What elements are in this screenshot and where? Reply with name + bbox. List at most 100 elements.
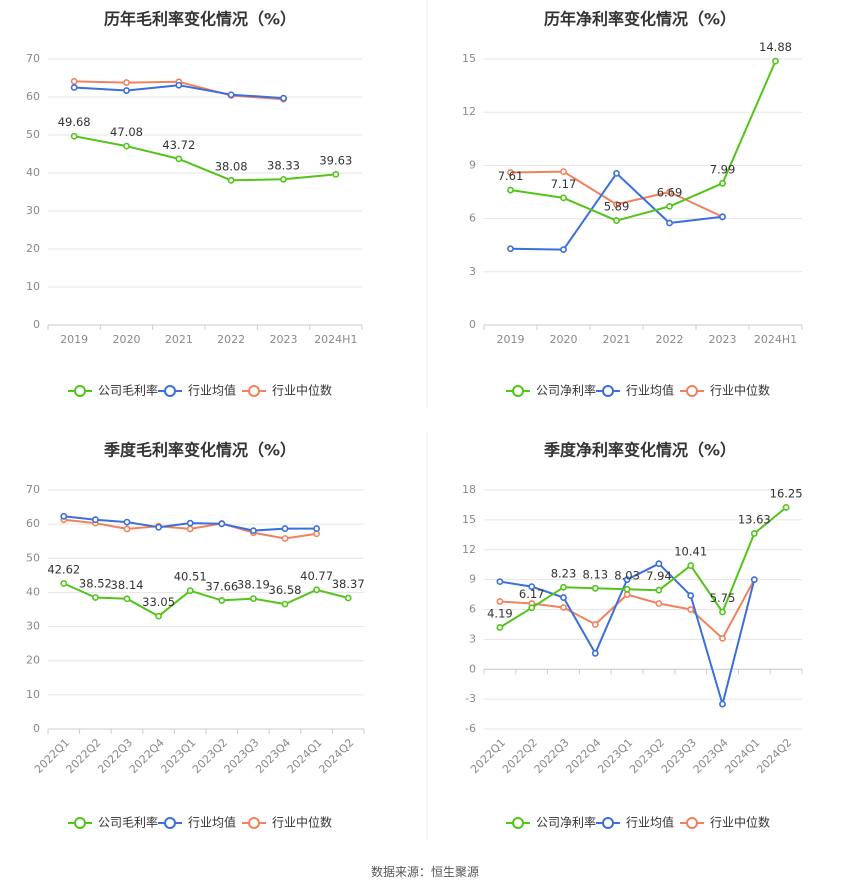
legend-marker-icon (248, 817, 260, 829)
data-point (60, 512, 68, 520)
y-tick-label: 50 (26, 128, 40, 141)
data-point (623, 576, 631, 584)
legend-item-industry_mean[interactable]: 行业均值 (596, 383, 674, 398)
data-point (719, 213, 726, 221)
chart-legend: 公司毛利率 行业均值 行业中位数 (68, 815, 332, 830)
data-label: 7.99 (710, 162, 736, 176)
x-tick-label: 2019 (60, 333, 88, 346)
x-tick-label: 2023 (709, 333, 737, 346)
legend-item-company[interactable]: 公司毛利率 (68, 383, 158, 398)
legend-label: 公司毛利率 (98, 383, 158, 398)
legend-marker-icon (74, 385, 86, 397)
data-point (313, 525, 320, 532)
data-point (591, 621, 599, 628)
data-point (623, 591, 631, 598)
y-tick-label: 20 (26, 654, 40, 667)
data-point (227, 91, 235, 99)
legend-marker-icon (164, 817, 176, 829)
y-tick-label: 9 (469, 158, 476, 171)
data-point (591, 584, 599, 592)
data-point (313, 586, 320, 594)
data-label: 43.72 (162, 138, 195, 152)
data-point (123, 518, 131, 526)
y-tick-label: 20 (26, 242, 40, 255)
x-tick-label: 2024Q2 (316, 736, 356, 776)
data-label: 37.66 (205, 579, 238, 593)
chart-legend: 公司毛利率 行业均值 行业中位数 (68, 383, 332, 398)
data-label: 47.08 (110, 125, 143, 139)
legend-item-industry_mean[interactable]: 行业均值 (158, 383, 236, 398)
data-label: 7.17 (551, 177, 577, 191)
data-point (92, 516, 99, 524)
data-point (687, 606, 695, 613)
data-label: 7.94 (646, 569, 672, 583)
data-label: 4.19 (487, 607, 513, 621)
y-tick-label: 10 (26, 280, 40, 293)
legend-label: 行业均值 (188, 383, 236, 398)
x-tick-label: 2022 (217, 333, 245, 346)
legend-item-company[interactable]: 公司净利率 (506, 815, 596, 830)
legend-item-industry_median[interactable]: 行业中位数 (680, 815, 770, 830)
legend-label: 行业中位数 (710, 383, 770, 398)
x-tick-label: 2022 (656, 333, 684, 346)
legend-item-industry_mean[interactable]: 行业均值 (158, 815, 236, 830)
data-point (281, 600, 289, 608)
data-point (155, 612, 162, 620)
legend-label: 公司毛利率 (98, 815, 158, 830)
series-line (74, 135, 336, 182)
legend-item-industry_median[interactable]: 行业中位数 (680, 383, 770, 398)
data-point (186, 587, 194, 595)
y-tick-label: 40 (26, 166, 40, 179)
data-point (560, 604, 567, 611)
data-point (560, 583, 567, 591)
data-point (186, 519, 194, 527)
data-label: 38.33 (267, 158, 300, 172)
x-tick-label: 2023 (270, 333, 298, 346)
y-tick-label: 50 (26, 551, 40, 564)
data-point (666, 188, 673, 196)
data-point (560, 246, 567, 254)
legend-marker-icon (512, 817, 524, 829)
data-point (560, 594, 567, 601)
legend-item-industry_median[interactable]: 行业中位数 (242, 815, 332, 830)
data-point (249, 595, 257, 603)
data-label: 38.19 (237, 578, 270, 592)
data-label: 5.89 (604, 200, 630, 214)
data-point (655, 586, 663, 594)
legend-item-company[interactable]: 公司净利率 (506, 383, 596, 398)
legend-label: 公司净利率 (536, 383, 596, 398)
data-point (507, 186, 514, 194)
chart-panel-quarterly_gross: 季度毛利率变化情况（%）0102030405060702022Q12022Q22… (26, 441, 365, 830)
y-tick-label: 70 (26, 52, 40, 65)
legend-item-industry_mean[interactable]: 行业均值 (596, 815, 674, 830)
data-point (560, 168, 567, 176)
x-tick-label: 2024Q2 (754, 736, 794, 776)
data-point (281, 525, 289, 532)
data-label: 38.08 (215, 159, 248, 173)
data-point (591, 649, 599, 657)
data-point (280, 175, 287, 183)
data-point (666, 219, 673, 227)
legend-marker-icon (164, 385, 176, 397)
chart-panel-quarterly_net: 季度净利率变化情况（%）-6-303691215182022Q12022Q220… (462, 441, 803, 830)
chart-panel-annual_net: 历年净利率变化情况（%） 0 3 6 9 12 15 2019 2020 2021 2022 2023… (462, 10, 803, 398)
y-tick-label: 70 (26, 483, 40, 496)
data-point (123, 79, 130, 86)
x-tick-label: 2021 (603, 333, 631, 346)
data-point (186, 525, 194, 533)
y-tick-label: 3 (469, 632, 476, 645)
data-label: 38.52 (79, 576, 112, 590)
data-point (496, 624, 504, 631)
data-point (507, 245, 514, 253)
data-label: 14.88 (759, 40, 792, 54)
legend-label: 行业均值 (626, 383, 674, 398)
data-label: 8.13 (582, 567, 608, 581)
legend-item-company[interactable]: 公司毛利率 (68, 815, 158, 830)
legend-item-industry_median[interactable]: 行业中位数 (242, 383, 332, 398)
data-label: 6.69 (657, 185, 683, 199)
data-point (123, 525, 131, 533)
legend-label: 行业均值 (626, 815, 674, 830)
